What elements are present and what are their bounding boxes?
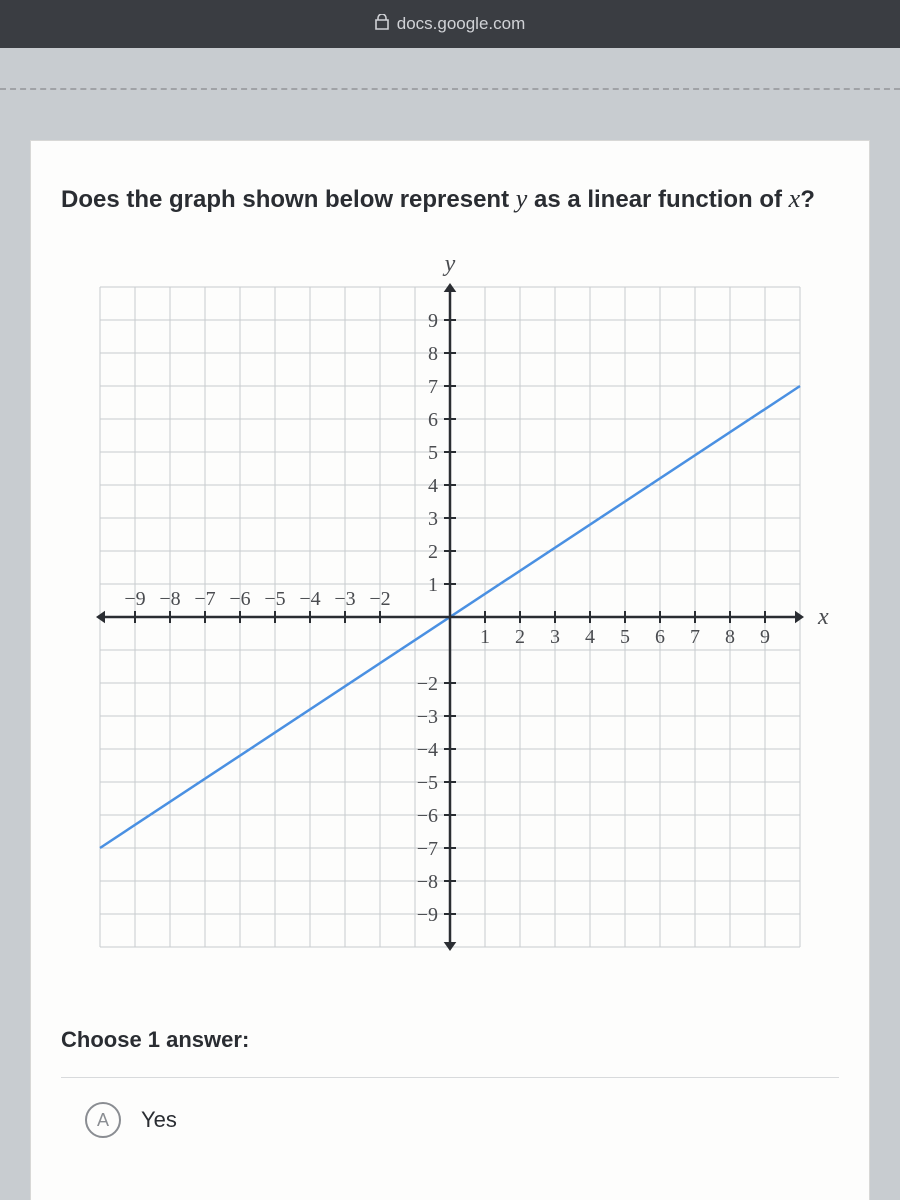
svg-text:3: 3 (428, 508, 438, 530)
svg-text:2: 2 (515, 626, 525, 648)
answer-prompt: Choose 1 answer: (61, 1027, 839, 1078)
svg-text:8: 8 (725, 626, 735, 648)
lock-icon (375, 14, 389, 35)
browser-address-bar: docs.google.com (0, 0, 900, 48)
url-text: docs.google.com (397, 14, 526, 34)
svg-text:3: 3 (550, 626, 560, 648)
svg-text:−7: −7 (417, 838, 438, 860)
svg-text:−5: −5 (417, 772, 438, 794)
svg-text:9: 9 (760, 626, 770, 648)
svg-text:−6: −6 (417, 805, 438, 827)
svg-text:6: 6 (655, 626, 665, 648)
chart-container: −9 −8 −7 −6 −5 −4 −3 −2 1 2 3 4 5 6 7 8 9 1 2 3 4 5 6 7 8 9 −2 −3 −4… (61, 257, 839, 977)
svg-text:−2: −2 (369, 588, 390, 610)
question-card: Does the graph shown below represent y a… (30, 140, 870, 1200)
svg-text:y: y (443, 257, 456, 277)
answer-option-a[interactable]: A Yes (61, 1078, 839, 1138)
svg-text:x: x (817, 604, 829, 630)
svg-text:5: 5 (620, 626, 630, 648)
svg-text:9: 9 (428, 310, 438, 332)
svg-text:6: 6 (428, 409, 438, 431)
svg-text:4: 4 (585, 626, 595, 648)
svg-text:−9: −9 (417, 904, 438, 926)
svg-text:7: 7 (428, 376, 438, 398)
svg-text:1: 1 (480, 626, 490, 648)
svg-text:−3: −3 (417, 706, 438, 728)
svg-text:5: 5 (428, 442, 438, 464)
svg-text:−2: −2 (417, 673, 438, 695)
coordinate-chart: −9 −8 −7 −6 −5 −4 −3 −2 1 2 3 4 5 6 7 8 9 1 2 3 4 5 6 7 8 9 −2 −3 −4… (70, 257, 830, 977)
question-mid: as a linear function of (527, 186, 788, 213)
question-var-y: y (516, 184, 528, 213)
svg-text:−7: −7 (194, 588, 215, 610)
svg-text:−5: −5 (264, 588, 285, 610)
svg-text:8: 8 (428, 343, 438, 365)
separator (0, 88, 900, 90)
svg-text:1: 1 (428, 574, 438, 596)
svg-text:−4: −4 (417, 739, 438, 761)
svg-text:−9: −9 (124, 588, 145, 610)
svg-text:−4: −4 (299, 588, 320, 610)
svg-text:−8: −8 (159, 588, 180, 610)
svg-text:2: 2 (428, 541, 438, 563)
option-letter: A (97, 1110, 109, 1131)
svg-text:−8: −8 (417, 871, 438, 893)
svg-text:4: 4 (428, 475, 438, 497)
svg-text:−6: −6 (229, 588, 250, 610)
option-text: Yes (141, 1107, 177, 1133)
question-var-x: x (789, 184, 801, 213)
question-prefix: Does the graph shown below represent (61, 186, 516, 213)
question-suffix: ? (800, 186, 815, 213)
svg-text:−3: −3 (334, 588, 355, 610)
question-text: Does the graph shown below represent y a… (61, 181, 839, 217)
svg-text:7: 7 (690, 626, 700, 648)
option-letter-circle: A (85, 1102, 121, 1138)
